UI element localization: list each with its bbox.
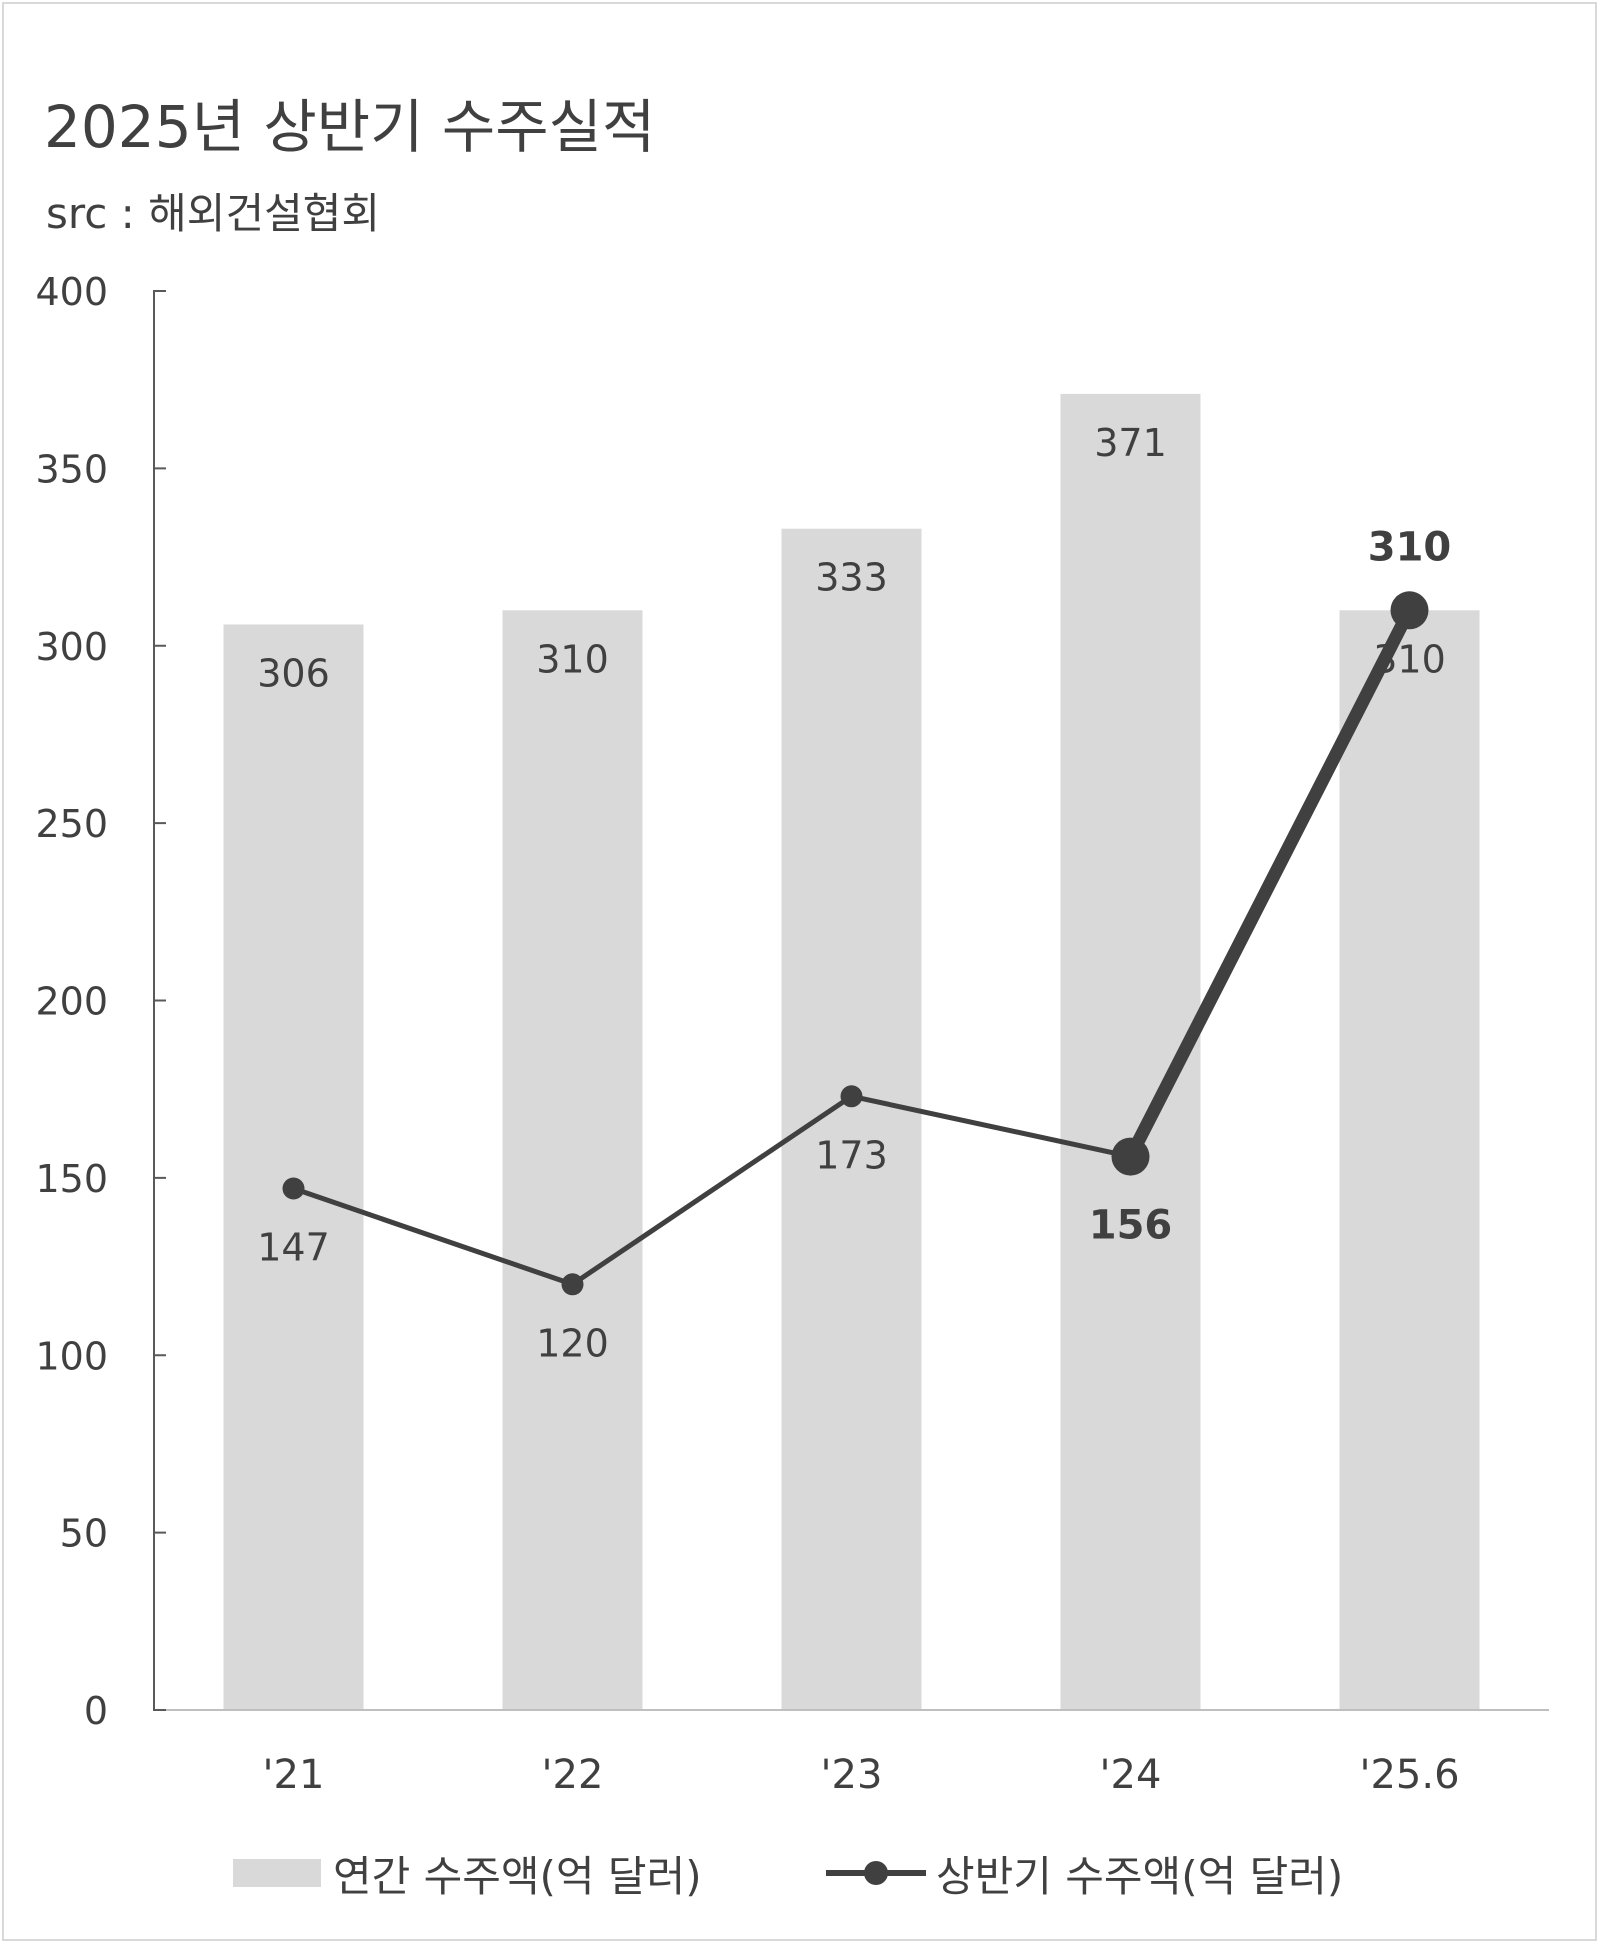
line-segment-2 [849, 1093, 1133, 1160]
y-tick-label-1: 50 [60, 1512, 108, 1556]
line-point-4 [1390, 591, 1429, 630]
y-tick-label-0: 0 [84, 1689, 108, 1733]
line-segment-1 [570, 1093, 854, 1287]
bar-1 [502, 610, 643, 1710]
chart-title: 2025년 상반기 수주실적 [44, 93, 656, 161]
line-label-4: 310 [1368, 524, 1452, 570]
bar-0 [223, 624, 364, 1710]
line-label-1: 120 [536, 1321, 609, 1365]
legend-label-halfyear: 상반기 수주액(억 달러) [936, 1851, 1344, 1901]
bar-label-2: 333 [815, 556, 888, 600]
line-label-0: 147 [257, 1226, 330, 1270]
y-tick-label-3: 150 [35, 1157, 108, 1201]
legend-label-annual: 연간 수주액(억 달러) [333, 1851, 702, 1901]
y-tick-label-2: 100 [35, 1334, 108, 1378]
legend: 연간 수주액(억 달러) 상반기 수주액(억 달러) [0, 1838, 1601, 1908]
y-tick-label-4: 200 [35, 980, 108, 1024]
line-segment-0 [291, 1186, 575, 1287]
x-tick-label-0: '21 [263, 1752, 325, 1798]
bar-label-4: 310 [1373, 637, 1446, 681]
line-label-2: 173 [815, 1133, 888, 1177]
bar-2 [781, 528, 922, 1710]
chart-subtitle: src : 해외건설협회 [46, 189, 381, 238]
line-label-3: 156 [1089, 1203, 1173, 1249]
line-segment-3 [1124, 603, 1416, 1164]
bar-label-0: 306 [257, 651, 330, 695]
legend-item-annual[interactable]: 연간 수주액(억 달러) [233, 1838, 702, 1908]
legend-bar-swatch [233, 1859, 321, 1887]
x-tick-label-4: '25.6 [1359, 1752, 1459, 1798]
y-tick-label-7: 350 [35, 447, 108, 491]
y-tick-label-5: 250 [35, 802, 108, 846]
y-tick-label-8: 400 [35, 270, 108, 314]
bar-label-1: 310 [536, 637, 609, 681]
x-tick-label-3: '24 [1100, 1752, 1162, 1798]
legend-line-swatch [826, 1859, 926, 1887]
x-tick-label-1: '22 [542, 1752, 604, 1798]
line-point-3 [1111, 1137, 1150, 1176]
line-point-1 [561, 1273, 584, 1296]
bar-label-3: 371 [1094, 421, 1167, 465]
line-point-2 [840, 1085, 863, 1108]
x-tick-label-2: '23 [821, 1752, 883, 1798]
legend-item-halfyear[interactable]: 상반기 수주액(억 달러) [826, 1838, 1343, 1908]
bar-4 [1339, 610, 1480, 1710]
line-point-0 [282, 1177, 305, 1200]
y-tick-label-6: 300 [35, 625, 108, 669]
